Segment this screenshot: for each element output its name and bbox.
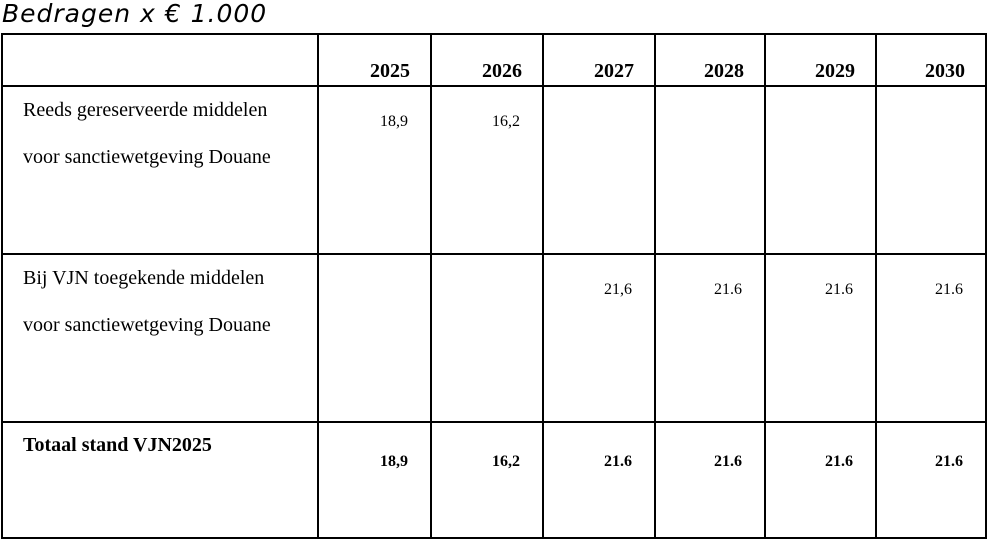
value-cell: 21.6 [654, 421, 766, 539]
value-cell: 21.6 [875, 421, 987, 539]
header-cell: 2026 [430, 33, 544, 87]
budget-table: 2025 2026 2027 2028 2029 2030 Reeds gereserve… [1, 33, 987, 539]
value-cell: 18,9 [317, 85, 432, 255]
value-cell [875, 85, 987, 255]
caption: Bedragen x € 1.000 [2, 0, 268, 28]
value-cell: 18,9 [317, 421, 432, 539]
header-row: 2025 2026 2027 2028 2029 2030 [1, 33, 987, 87]
table-row: Bij VJN toegekende middelen voor sanctie… [1, 253, 987, 423]
value-cell: 21.6 [654, 253, 766, 423]
value-cell [430, 253, 544, 423]
value-cell: 21.6 [875, 253, 987, 423]
header-cell: 2025 [317, 33, 432, 87]
value-cell: 16,2 [430, 85, 544, 255]
value-cell: 21,6 [542, 253, 656, 423]
value-cell: 16,2 [430, 421, 544, 539]
row-label: Reeds gereserveerde middelen voor sancti… [1, 85, 319, 255]
header-cell: 2030 [875, 33, 987, 87]
header-cell [1, 33, 319, 87]
header-cell: 2027 [542, 33, 656, 87]
value-cell [654, 85, 766, 255]
value-cell: 21.6 [542, 421, 656, 539]
value-cell: 21.6 [764, 421, 877, 539]
value-cell [764, 85, 877, 255]
table-row: Totaal stand VJN2025 18,9 16,2 21.6 21.6 21.6… [1, 421, 987, 539]
value-cell [317, 253, 432, 423]
value-cell: 21.6 [764, 253, 877, 423]
table-row: Reeds gereserveerde middelen voor sancti… [1, 85, 987, 255]
header-cell: 2029 [764, 33, 877, 87]
row-label: Bij VJN toegekende middelen voor sanctie… [1, 253, 319, 423]
row-label: Totaal stand VJN2025 [1, 421, 319, 539]
value-cell [542, 85, 656, 255]
header-cell: 2028 [654, 33, 766, 87]
